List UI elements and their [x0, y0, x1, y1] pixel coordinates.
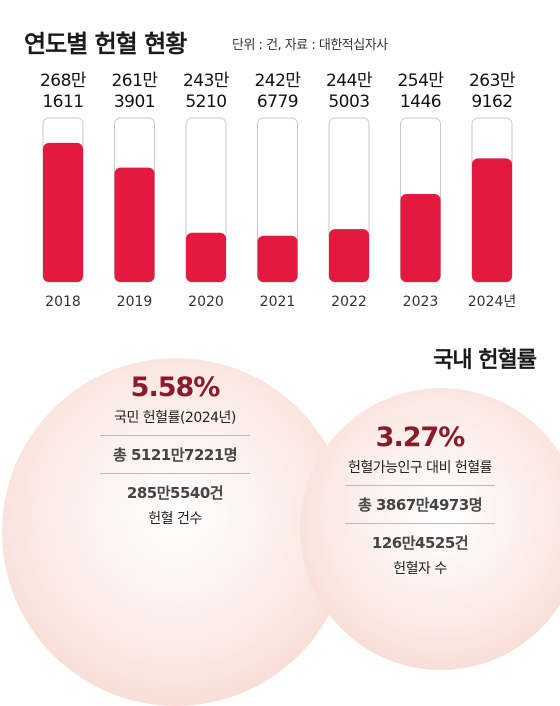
bar-value-label: 268만 — [40, 71, 87, 91]
bar-category-label: 2018 — [45, 294, 81, 310]
eligible-population: 총 3867만4973명 — [357, 496, 483, 514]
bar-value-label: 263만 — [469, 71, 516, 91]
national-donation-count: 285만5540건 — [126, 484, 224, 502]
eligible-rate-block: 3.27% 헌혈가능인구 대비 헌혈률 총 3867만4973명 126만452… — [320, 422, 520, 578]
bar-fill — [186, 232, 226, 282]
bar-category-label: 2024년 — [468, 294, 517, 310]
bar-value-label: 6779 — [257, 92, 298, 112]
eligible-rate-value: 3.27% — [375, 422, 466, 453]
unit-note: 단위 : 건, 자료 : 대한적십자사 — [232, 38, 388, 53]
eligible-rate-circle — [300, 388, 560, 670]
eligible-donor-count: 126만4525건 — [371, 534, 469, 552]
bar-fill — [472, 158, 512, 282]
chart-title: 연도별 헌혈 현황 — [24, 30, 187, 58]
bar-category-label: 2021 — [260, 294, 296, 310]
bar-fill — [329, 229, 369, 282]
bar-category-label: 2019 — [117, 294, 153, 310]
divider — [100, 473, 250, 474]
bar-fill — [400, 194, 441, 282]
bar-fill — [43, 142, 83, 282]
bar-category-label: 2023 — [403, 294, 439, 310]
national-population: 총 5121만7221명 — [112, 446, 238, 464]
bar-value-label: 242만 — [254, 71, 301, 91]
national-donation-count-label: 헌혈 건수 — [148, 511, 202, 527]
bar-value-label: 1611 — [42, 92, 83, 112]
bar-value-label: 254만 — [397, 71, 444, 91]
bar-value-label: 261만 — [111, 71, 158, 91]
bar-value-label: 9162 — [471, 92, 512, 112]
national-rate-block: 5.58% 국민 헌혈률(2024년) 총 5121만7221명 285만554… — [86, 372, 264, 528]
bar-category-label: 2020 — [188, 294, 224, 310]
bar-value-label: 1446 — [400, 92, 441, 112]
bar-value-label: 5210 — [185, 92, 226, 112]
national-rate-label: 국민 헌혈률(2024년) — [114, 410, 236, 426]
bar-value-label: 243만 — [183, 71, 230, 91]
divider — [100, 435, 250, 436]
section-title: 국내 헌혈률 — [433, 348, 537, 373]
bar-value-label: 244만 — [326, 71, 373, 91]
bar-value-label: 3901 — [114, 92, 155, 112]
divider — [345, 485, 495, 486]
bar-category-label: 2022 — [331, 294, 367, 310]
bar-fill — [257, 235, 298, 282]
divider — [345, 523, 495, 524]
eligible-donor-count-label: 헌혈자 수 — [393, 561, 447, 577]
bar-value-label: 5003 — [328, 92, 369, 112]
eligible-rate-label: 헌혈가능인구 대비 헌혈률 — [347, 460, 493, 476]
national-rate-value: 5.58% — [130, 372, 221, 403]
bar-fill — [114, 167, 155, 282]
